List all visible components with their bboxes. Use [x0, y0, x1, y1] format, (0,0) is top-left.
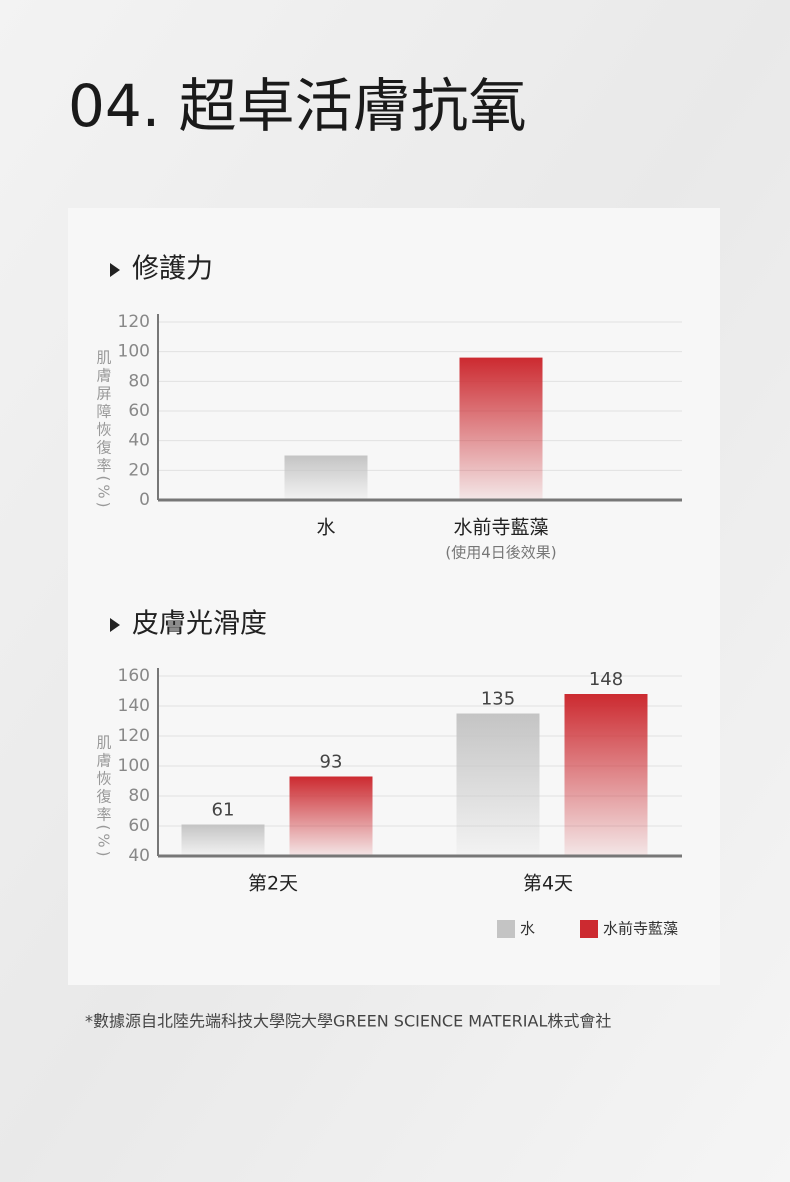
x-tick-label: 水前寺藍藻	[453, 517, 548, 539]
bar	[289, 776, 373, 856]
data-label: 135	[481, 689, 515, 710]
bar	[459, 357, 543, 500]
page-title: 04. 超卓活膚抗氧	[68, 72, 527, 140]
y-tick-label: 160	[118, 666, 150, 686]
data-label: 93	[320, 752, 343, 773]
legend-swatch	[580, 920, 598, 938]
title-marker	[110, 263, 120, 277]
y-tick-label: 60	[128, 401, 150, 421]
y-tick-label: 120	[118, 312, 150, 332]
y-tick-label: 80	[128, 371, 150, 391]
chart-title: 皮膚光滑度	[132, 609, 267, 640]
bar	[456, 713, 540, 856]
y-tick-label: 80	[128, 786, 150, 806]
chart-title: 修護力	[132, 254, 213, 285]
note: (使用4日後效果)	[445, 544, 556, 562]
card	[68, 208, 720, 985]
data-label: 61	[212, 800, 235, 821]
y-axis-label: 肌膚屏障恢復率(%)	[95, 350, 113, 511]
bar	[181, 824, 265, 856]
y-tick-label: 40	[128, 846, 150, 866]
y-axis-label: 肌膚恢復率(%)	[95, 735, 113, 860]
data-label: 148	[589, 669, 623, 690]
title-marker	[110, 618, 120, 632]
x-tick-label: 水	[316, 517, 335, 539]
y-tick-label: 60	[128, 816, 150, 836]
x-tick-label: 第2天	[248, 873, 298, 895]
y-tick-label: 20	[128, 460, 150, 480]
y-tick-label: 40	[128, 431, 150, 451]
legend-label: 水	[520, 920, 535, 938]
footnote: *數據源自北陸先端科技大學院大學GREEN SCIENCE MATERIAL株式…	[85, 1012, 611, 1031]
y-tick-label: 0	[139, 490, 150, 510]
bar	[284, 455, 368, 500]
y-tick-label: 120	[118, 726, 150, 746]
legend-swatch	[497, 920, 515, 938]
y-tick-label: 140	[118, 696, 150, 716]
y-tick-label: 100	[118, 756, 150, 776]
x-tick-label: 第4天	[523, 873, 573, 895]
legend-label: 水前寺藍藻	[603, 920, 678, 938]
bar	[564, 694, 648, 856]
y-tick-label: 100	[118, 342, 150, 362]
